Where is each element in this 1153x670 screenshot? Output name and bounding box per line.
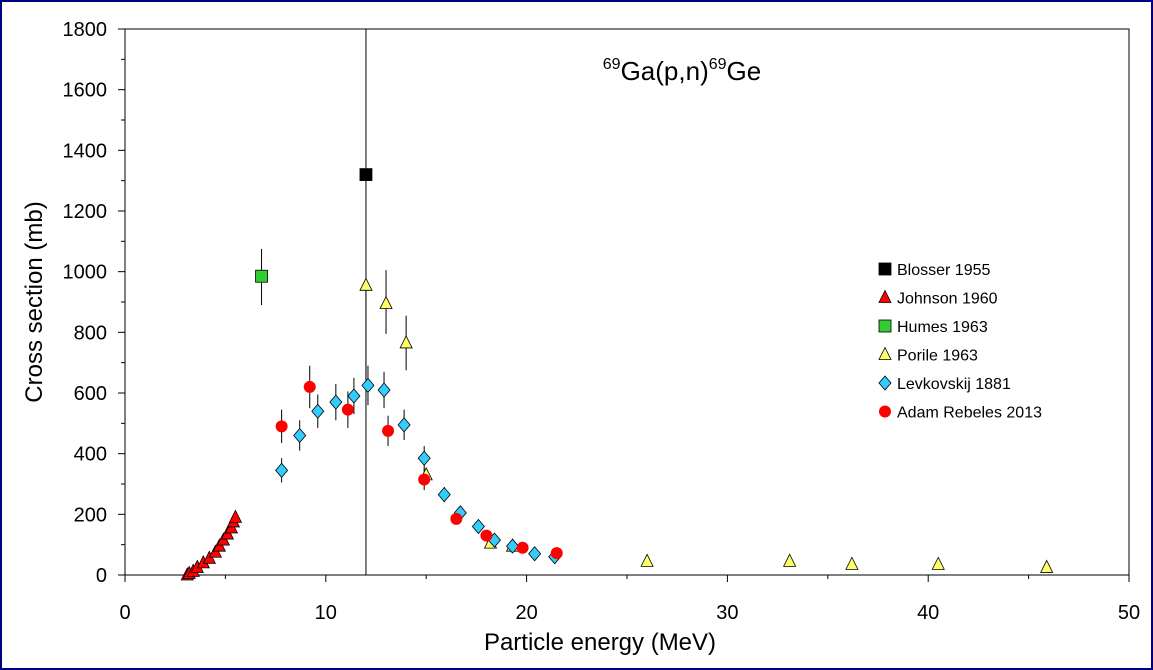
point-porile-1963 — [359, 277, 373, 291]
point-levkovskij-1881 — [361, 377, 375, 394]
point-levkovskij-1881 — [311, 403, 325, 419]
x-axis-label: Particle energy (MeV) — [484, 629, 716, 656]
x-tick-label: 10 — [315, 602, 337, 624]
x-tick-label: 0 — [119, 602, 130, 624]
point-adam-rebeles-2013 — [341, 403, 354, 416]
point-porile-1963 — [379, 295, 393, 309]
legend-label-adam-rebeles-2013: Adam Rebeles 2013 — [897, 405, 1042, 422]
y-tick-label: 800 — [74, 322, 107, 344]
legend-marker-porile-1963 — [878, 346, 892, 360]
data-markers — [180, 168, 1054, 581]
point-porile-1963 — [931, 556, 945, 570]
y-tick-label: 600 — [74, 383, 107, 405]
point-johnson-1960 — [228, 509, 243, 523]
point-levkovskij-1881 — [293, 427, 307, 444]
y-tick-label: 1000 — [63, 262, 108, 284]
y-tick-label: 0 — [96, 565, 107, 587]
point-adam-rebeles-2013 — [382, 424, 395, 437]
legend-marker-blosser-1955 — [878, 262, 892, 276]
point-levkovskij-1881 — [275, 462, 289, 478]
legend-marker-levkovskij-1881 — [878, 375, 892, 391]
title-superscript-b: 69 — [709, 56, 727, 73]
point-levkovskij-1881 — [329, 394, 343, 410]
legend-marker-johnson-1960 — [878, 289, 892, 303]
point-levkovskij-1881 — [528, 546, 542, 562]
chart-title: 69Ga(p,n)69Ge — [603, 56, 761, 86]
point-porile-1963 — [783, 553, 797, 567]
legend-label-humes-1963: Humes 1963 — [897, 319, 988, 336]
y-tick-label: 1200 — [63, 201, 108, 223]
point-adam-rebeles-2013 — [418, 473, 431, 486]
point-adam-rebeles-2013 — [275, 420, 288, 433]
point-levkovskij-1881 — [397, 417, 411, 433]
y-tick-label: 1800 — [63, 19, 108, 41]
point-humes-1963 — [255, 269, 268, 283]
legend-label-johnson-1960: Johnson 1960 — [897, 291, 998, 308]
point-porile-1963 — [640, 553, 654, 567]
legend-label-levkovskij-1881: Levkovskij 1881 — [897, 376, 1011, 393]
point-porile-1963 — [399, 335, 413, 349]
x-tick-label: 50 — [1118, 602, 1140, 624]
point-porile-1963 — [1040, 559, 1054, 573]
title-main-b: Ge — [727, 56, 762, 86]
point-blosser-1955 — [359, 168, 373, 182]
point-porile-1963 — [845, 556, 859, 570]
point-adam-rebeles-2013 — [450, 512, 463, 525]
point-adam-rebeles-2013 — [516, 541, 529, 554]
x-tick-label: 20 — [515, 602, 537, 624]
x-tick-label: 40 — [917, 602, 939, 624]
point-levkovskij-1881 — [437, 487, 451, 503]
title-main-a: Ga(p,n) — [621, 56, 709, 86]
point-adam-rebeles-2013 — [303, 380, 316, 393]
y-tick-label: 400 — [74, 444, 107, 466]
legend-label-porile-1963: Porile 1963 — [897, 348, 978, 365]
legend-marker-humes-1963 — [878, 319, 892, 333]
legend-label-blosser-1955: Blosser 1955 — [897, 262, 990, 279]
x-tick-label: 30 — [716, 602, 738, 624]
title-superscript-a: 69 — [603, 56, 621, 73]
point-levkovskij-1881 — [377, 382, 391, 398]
error-bars — [261, 29, 445, 575]
axes: 0 10 20 30 40 50 0 200 400 600 800 1000 1200 1400 1600… — [63, 19, 1141, 624]
point-levkovskij-1881 — [417, 450, 431, 466]
legend: Blosser 1955 Johnson 1960 Humes 1963 Porile… — [878, 262, 1042, 422]
y-axis-label: Cross section (mb) — [21, 201, 48, 402]
point-adam-rebeles-2013 — [550, 547, 563, 560]
point-levkovskij-1881 — [506, 538, 520, 554]
point-adam-rebeles-2013 — [480, 529, 493, 542]
y-tick-label: 200 — [74, 504, 107, 526]
point-levkovskij-1881 — [471, 518, 485, 535]
y-tick-label: 1400 — [63, 140, 108, 162]
y-tick-label: 1600 — [63, 80, 108, 102]
legend-marker-adam-rebeles-2013 — [879, 405, 891, 418]
point-levkovskij-1881 — [347, 388, 361, 404]
